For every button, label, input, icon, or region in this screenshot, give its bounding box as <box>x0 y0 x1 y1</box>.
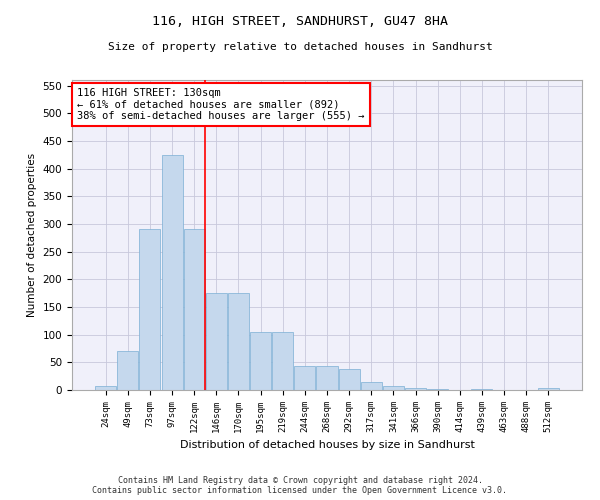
Bar <box>538 388 559 390</box>
Bar <box>361 382 382 390</box>
Bar <box>272 332 293 390</box>
Bar <box>95 386 116 390</box>
Bar <box>383 386 404 390</box>
Bar <box>139 230 160 390</box>
Bar <box>295 366 316 390</box>
Bar <box>161 154 182 390</box>
Bar <box>118 351 139 390</box>
Bar <box>338 369 359 390</box>
Bar <box>405 388 426 390</box>
Bar <box>184 230 205 390</box>
Y-axis label: Number of detached properties: Number of detached properties <box>27 153 37 317</box>
Text: 116 HIGH STREET: 130sqm
← 61% of detached houses are smaller (892)
38% of semi-d: 116 HIGH STREET: 130sqm ← 61% of detache… <box>77 88 365 121</box>
Bar <box>250 332 271 390</box>
X-axis label: Distribution of detached houses by size in Sandhurst: Distribution of detached houses by size … <box>179 440 475 450</box>
Text: Size of property relative to detached houses in Sandhurst: Size of property relative to detached ho… <box>107 42 493 52</box>
Bar <box>206 293 227 390</box>
Text: Contains HM Land Registry data © Crown copyright and database right 2024.
Contai: Contains HM Land Registry data © Crown c… <box>92 476 508 495</box>
Bar <box>316 366 338 390</box>
Bar <box>228 293 249 390</box>
Text: 116, HIGH STREET, SANDHURST, GU47 8HA: 116, HIGH STREET, SANDHURST, GU47 8HA <box>152 15 448 28</box>
